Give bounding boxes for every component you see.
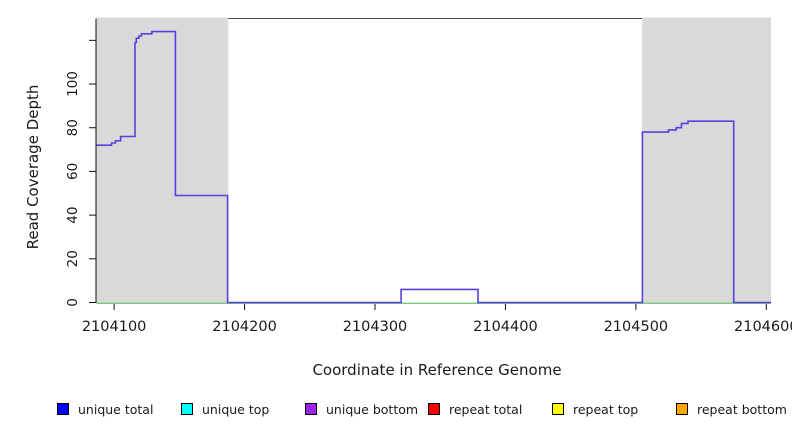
coverage-plot-canvas: 0 20 40 60 80 100 2104100 2104200 2104300 2104400… xyxy=(65,17,792,335)
legend-label-unique-top: unique top xyxy=(202,401,270,417)
legend-swatch-repeat-bottom xyxy=(676,403,688,415)
legend-item-unique-total: unique total xyxy=(57,401,154,417)
legend-item-repeat-bottom: repeat bottom xyxy=(676,401,787,417)
legend: unique total unique top unique bottom repea… xyxy=(0,398,792,422)
y-tick-label: 0 xyxy=(65,298,81,307)
x-tick-label: 2104100 xyxy=(82,319,147,335)
legend-label-unique-total: unique total xyxy=(78,401,154,417)
legend-swatch-unique-top xyxy=(181,403,193,415)
legend-item-repeat-top: repeat top xyxy=(552,401,639,417)
legend-label-repeat-total: repeat total xyxy=(449,401,523,417)
legend-swatch-unique-bottom xyxy=(305,403,317,415)
x-tick-label: 2104500 xyxy=(604,319,669,335)
legend-label-repeat-bottom: repeat bottom xyxy=(697,401,787,417)
x-tick-label: 2104400 xyxy=(473,319,538,335)
legend-item-unique-bottom: unique bottom xyxy=(305,401,419,417)
series-coverage-depth xyxy=(96,30,771,304)
y-tick-label: 20 xyxy=(65,250,81,267)
legend-label-unique-bottom: unique bottom xyxy=(326,401,419,417)
legend-swatch-repeat-top xyxy=(552,403,564,415)
x-tick-label: 2104600 xyxy=(734,319,792,335)
shaded-region xyxy=(642,17,771,303)
legend-swatch-unique-total xyxy=(57,403,69,415)
shaded-region xyxy=(96,17,229,303)
y-tick-label: 100 xyxy=(65,71,81,97)
y-tick-label: 60 xyxy=(65,163,81,180)
legend-item-repeat-total: repeat total xyxy=(428,401,523,417)
x-tick-label: 2104300 xyxy=(343,319,408,335)
y-tick-label: 80 xyxy=(65,119,81,136)
x-axis-title: Coordinate in Reference Genome xyxy=(312,361,562,379)
legend-swatch-repeat-total xyxy=(428,403,440,415)
legend-item-unique-top: unique top xyxy=(181,401,270,417)
legend-label-repeat-top: repeat top xyxy=(573,401,639,417)
x-tick-label: 2104200 xyxy=(212,319,277,335)
y-tick-label: 40 xyxy=(65,207,81,224)
y-axis-title: Read Coverage Depth xyxy=(24,84,42,250)
